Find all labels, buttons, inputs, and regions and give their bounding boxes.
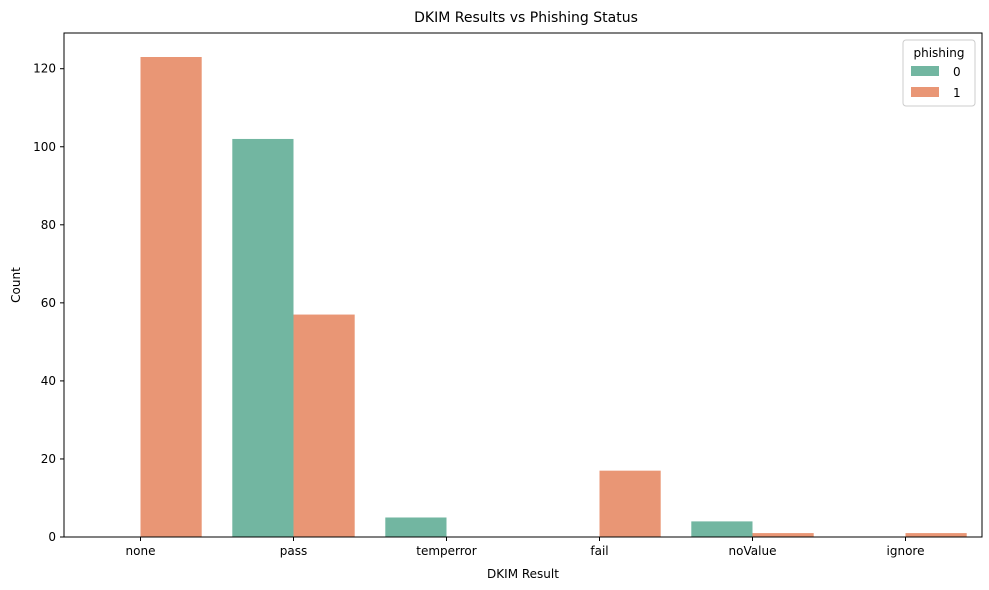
legend-label-1: 1 bbox=[953, 86, 961, 100]
chart-title: DKIM Results vs Phishing Status bbox=[414, 10, 638, 26]
bar-pass-series-1 bbox=[293, 314, 355, 537]
y-axis: 0 20 40 60 80 100 120 bbox=[33, 62, 64, 544]
y-tick-label: 0 bbox=[48, 530, 56, 544]
x-axis-label: DKIM Result bbox=[487, 567, 559, 581]
x-tick-label: noValue bbox=[729, 544, 777, 558]
legend-swatch-0 bbox=[911, 66, 939, 76]
bar-temperror-series-0 bbox=[385, 517, 447, 537]
plot-frame bbox=[63, 32, 983, 538]
x-tick-label: pass bbox=[280, 544, 307, 558]
legend-title: phishing bbox=[914, 46, 965, 60]
bars-layer bbox=[140, 57, 967, 537]
bar-fail-series-1 bbox=[599, 470, 661, 537]
y-tick-label: 40 bbox=[41, 374, 56, 388]
bar-none-series-1 bbox=[140, 57, 202, 537]
x-tick-label: none bbox=[126, 544, 156, 558]
y-tick-label: 60 bbox=[41, 296, 56, 310]
x-axis: none pass temperror fail noValue ignore bbox=[126, 537, 925, 558]
bar-noValue-series-0 bbox=[691, 521, 753, 537]
bar-pass-series-0 bbox=[232, 138, 294, 537]
x-tick-label: fail bbox=[590, 544, 608, 558]
bar-noValue-series-1 bbox=[752, 533, 814, 537]
y-axis-label: Count bbox=[9, 267, 23, 303]
x-tick-label: ignore bbox=[887, 544, 925, 558]
y-tick-label: 120 bbox=[33, 62, 56, 76]
y-tick-label: 20 bbox=[41, 452, 56, 466]
y-tick-label: 100 bbox=[33, 140, 56, 154]
legend: phishing 0 1 bbox=[902, 39, 976, 107]
bar-ignore-series-1 bbox=[905, 533, 967, 537]
legend-swatch-1 bbox=[911, 87, 939, 97]
legend-label-0: 0 bbox=[953, 65, 961, 79]
x-tick-label: temperror bbox=[416, 544, 477, 558]
y-tick-label: 80 bbox=[41, 218, 56, 232]
